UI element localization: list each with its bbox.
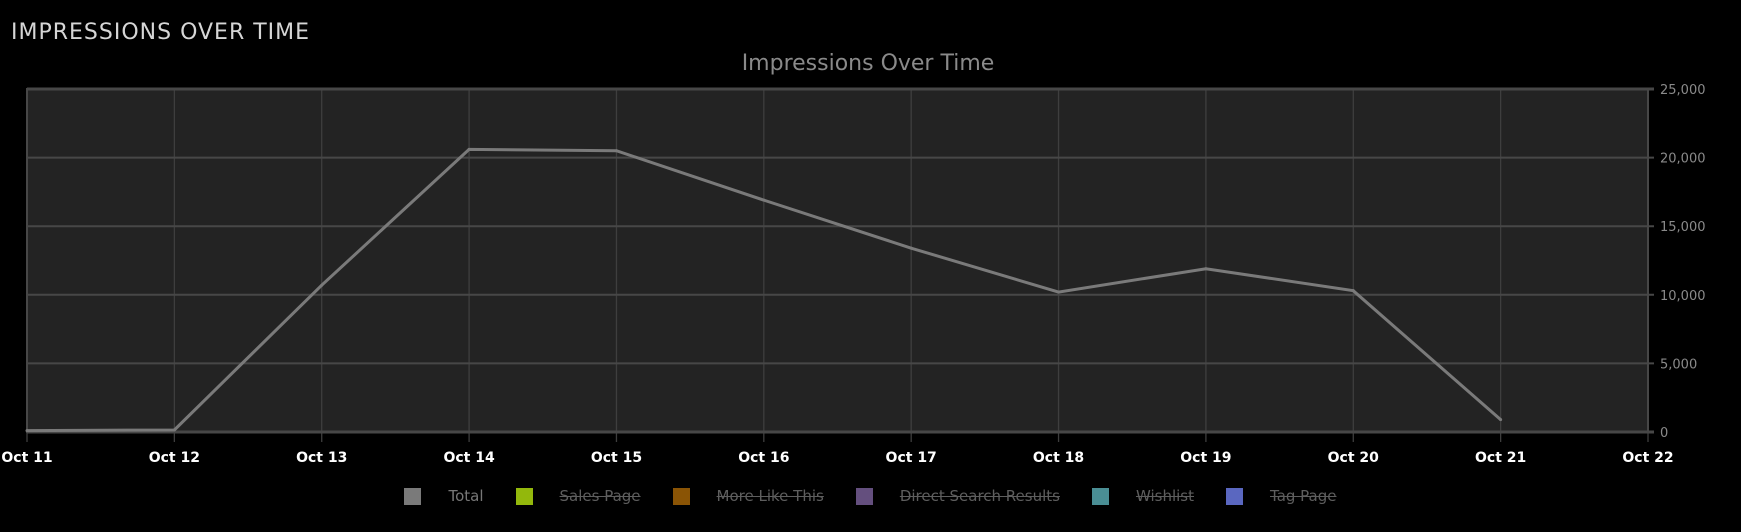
x-tick-label: Oct 13 [296,450,347,466]
data-point [614,149,618,153]
legend-swatch [672,487,690,505]
data-point [320,283,324,287]
x-tick-label: Oct 17 [886,450,937,466]
data-point [762,198,766,202]
y-tick-label: 10,000 [1660,289,1706,304]
x-tick-label: Oct 21 [1475,450,1526,466]
x-tick-label: Oct 18 [1033,450,1084,466]
legend-swatch [855,487,873,505]
data-point [1204,267,1208,271]
y-tick-label: 0 [1660,426,1668,441]
legend-label: More Like This [716,487,824,505]
data-point [1351,289,1355,293]
legend-item-sales-page[interactable]: Sales Page [515,487,641,505]
legend-item-tag-page[interactable]: Tag Page [1226,487,1337,505]
data-point [25,429,29,433]
legend-item-more-like-this[interactable]: More Like This [672,487,824,505]
x-tick-label: Oct 11 [1,450,52,466]
y-tick-label: 15,000 [1660,220,1706,235]
legend-item-wishlist[interactable]: Wishlist [1091,487,1195,505]
legend-item-total[interactable]: Total [404,487,484,505]
data-point [1057,290,1061,294]
x-tick-label: Oct 12 [149,450,200,466]
legend-label: Wishlist [1135,487,1195,505]
chart-title: Impressions Over Time [742,51,995,76]
x-tick-label: Oct 14 [443,450,495,466]
y-tick-label: 20,000 [1660,152,1706,167]
data-point [172,428,176,432]
y-tick-label: 5,000 [1660,357,1697,372]
legend-swatch [1226,487,1244,505]
legend-swatch [404,487,422,505]
x-tick-label: Oct 15 [591,450,642,466]
plot-border [26,88,1649,433]
legend-item-direct-search-results[interactable]: Direct Search Results [855,487,1060,505]
chart-legend: Total Sales Page More Like This Direct Sear… [0,487,1741,505]
section-header: IMPRESSIONS OVER TIME [11,20,311,45]
plot-area [27,89,1648,432]
legend-label: Direct Search Results [899,487,1060,505]
x-tick-label: Oct 16 [738,450,789,466]
legend-swatch [515,487,533,505]
legend-label: Tag Page [1270,487,1337,505]
y-tick-label: 25,000 [1660,83,1706,98]
legend-label: Sales Page [559,487,641,505]
data-point [467,147,471,151]
legend-swatch [1091,487,1109,505]
x-tick-label: Oct 22 [1622,450,1673,466]
x-tick-label: Oct 19 [1180,450,1231,466]
x-tick-label: Oct 20 [1328,450,1380,466]
legend-label: Total [448,487,484,505]
data-point [1499,418,1503,422]
data-point [909,246,913,250]
